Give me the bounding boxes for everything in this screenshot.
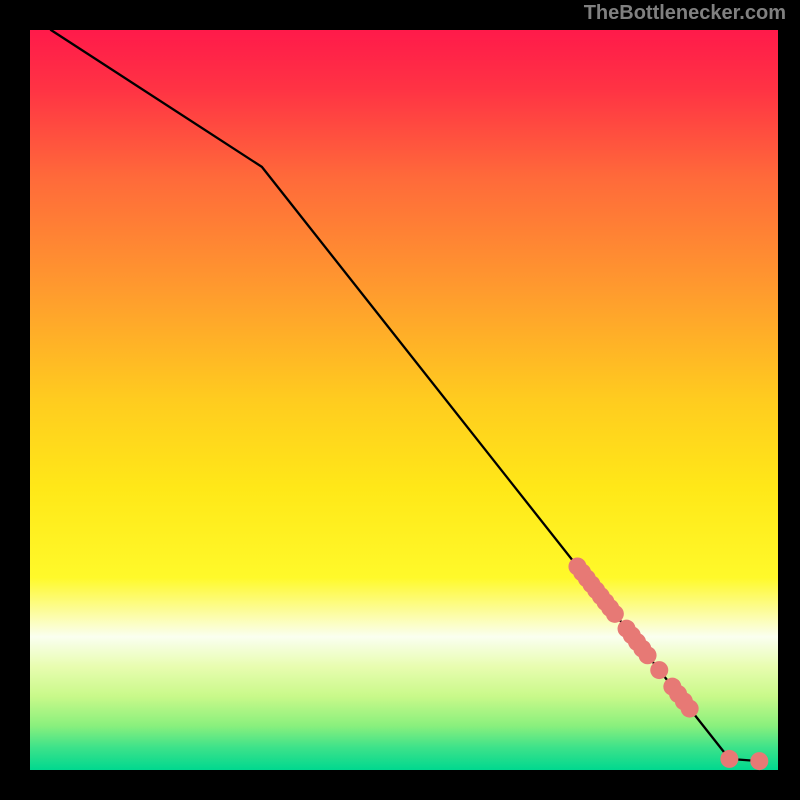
data-marker	[681, 700, 699, 718]
data-marker	[720, 750, 738, 768]
data-marker	[750, 752, 768, 770]
attribution-text: TheBottlenecker.com	[584, 2, 786, 25]
chart-container: TheBottlenecker.com	[0, 0, 800, 800]
plot-background	[30, 30, 778, 770]
data-marker	[650, 661, 668, 679]
data-marker	[606, 605, 624, 623]
chart-svg	[30, 30, 778, 770]
data-marker	[639, 646, 657, 664]
